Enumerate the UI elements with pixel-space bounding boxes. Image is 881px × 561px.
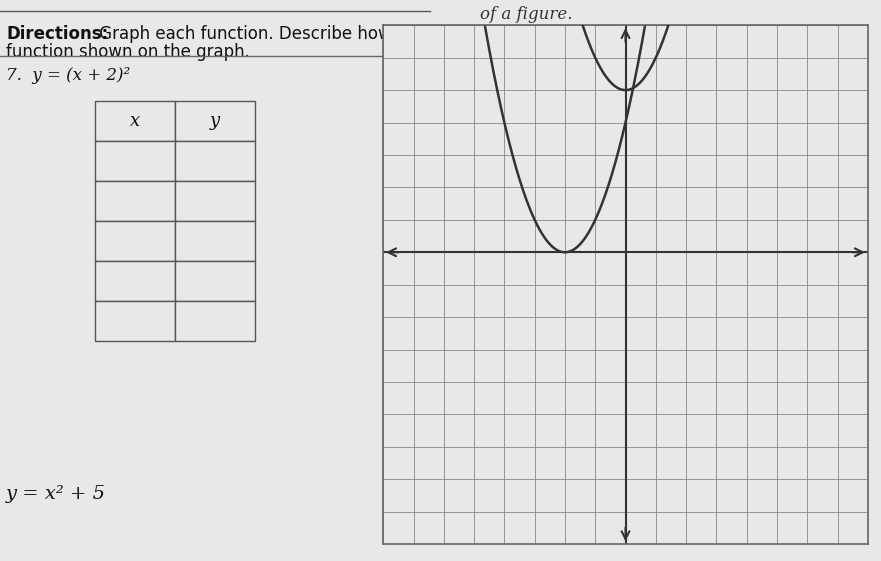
- Text: 7.  y = (x + 2)²: 7. y = (x + 2)²: [6, 67, 130, 84]
- Bar: [175, 141, 255, 181]
- Bar: [175, 221, 255, 261]
- Text: x: x: [130, 112, 140, 130]
- Bar: [175, 301, 255, 341]
- Bar: [175, 181, 255, 221]
- Bar: [95, 301, 175, 341]
- Text: Directions:: Directions:: [6, 25, 108, 43]
- Bar: [95, 101, 175, 141]
- Bar: [175, 261, 255, 301]
- Text: Graph each function. Describe how it cor: Graph each function. Describe how it cor: [94, 25, 440, 43]
- Text: y: y: [210, 112, 220, 130]
- Text: function shown on the graph.: function shown on the graph.: [6, 43, 250, 61]
- Bar: [95, 221, 175, 261]
- Bar: [95, 261, 175, 301]
- Text: of a figure.: of a figure.: [480, 6, 573, 23]
- Bar: [95, 181, 175, 221]
- Bar: [175, 101, 255, 141]
- Bar: [95, 141, 175, 181]
- Text: y = x² + 5: y = x² + 5: [6, 485, 106, 503]
